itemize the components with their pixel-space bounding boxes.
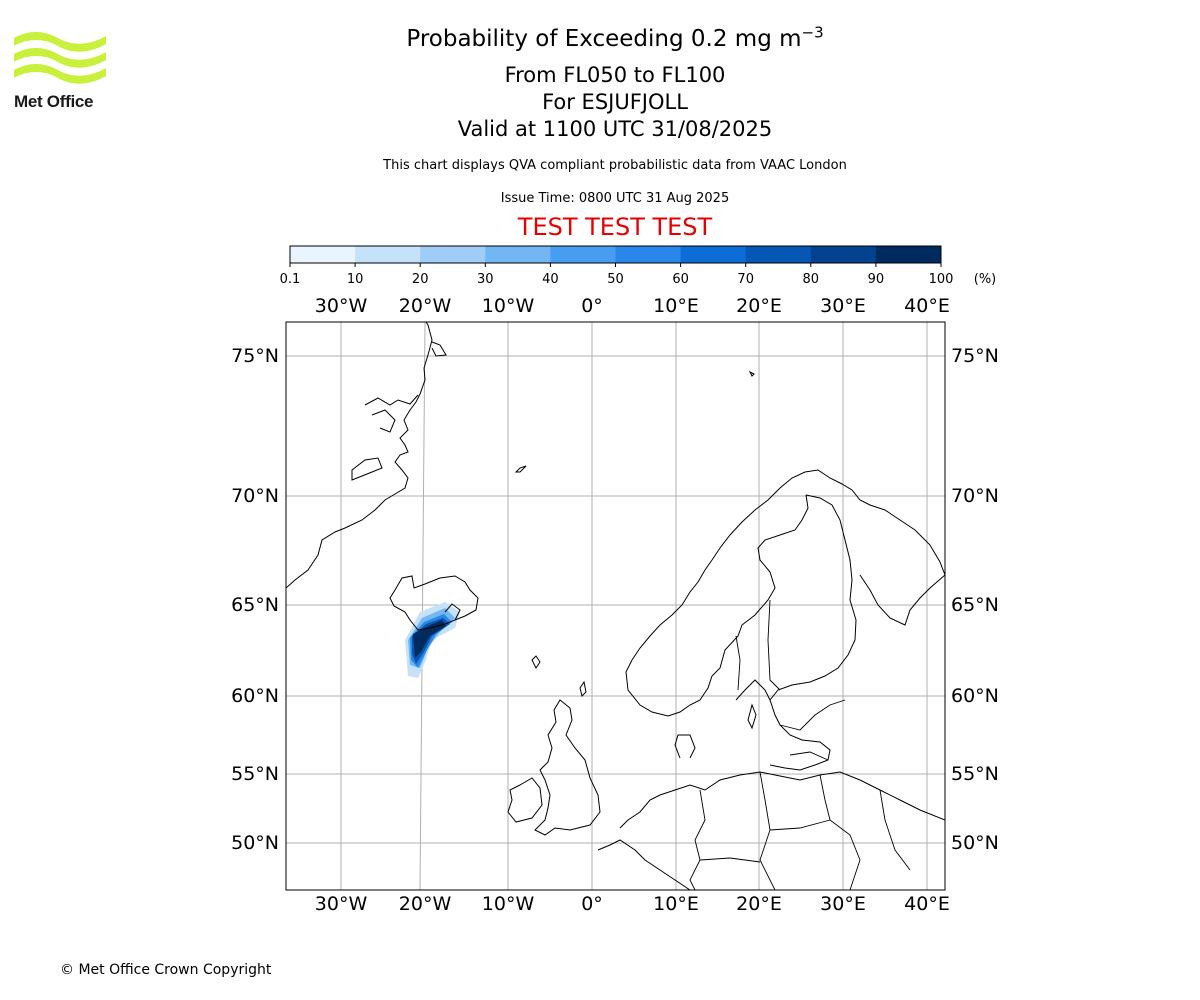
colorbar-tick-label: 50 <box>607 272 624 287</box>
colorbar-tick-label: 0.1 <box>280 272 301 287</box>
flight-levels: From FL050 to FL100 <box>504 63 726 87</box>
colorbar-tick-label: 60 <box>672 272 689 287</box>
lat-label-left: 65°N <box>231 594 279 616</box>
longitude-labels-bottom: 30°W 20°W 10°W 0° 10°E 20°E 30°E 40°E <box>315 893 950 915</box>
met-office-logo-text: Met Office <box>14 92 94 111</box>
lat-label-right: 55°N <box>951 763 999 785</box>
met-office-logo <box>14 32 106 84</box>
chart-title-text: Probability of Exceeding 0.2 mg m <box>406 26 802 52</box>
colorbar-tick-label: 70 <box>737 272 754 287</box>
map-area <box>286 322 945 890</box>
lon-label-bottom: 0° <box>581 893 603 915</box>
lon-label-top: 10°W <box>482 295 535 317</box>
latitude-labels-left: 75°N 70°N 65°N 60°N 55°N 50°N <box>231 345 279 854</box>
lat-label-right: 70°N <box>951 485 999 507</box>
lat-label-right: 75°N <box>951 345 999 367</box>
colorbar: 0.1 10 20 30 40 50 60 70 80 90 100 (%) <box>280 245 997 287</box>
colorbar-unit: (%) <box>974 272 997 287</box>
lat-label-left: 55°N <box>231 763 279 785</box>
lat-label-left: 60°N <box>231 685 279 707</box>
colorbar-tick-label: 90 <box>868 272 885 287</box>
lon-label-bottom: 10°W <box>482 893 535 915</box>
colorbar-swatch <box>680 246 747 263</box>
colorbar-swatch <box>615 246 682 263</box>
map-frame <box>285 321 946 891</box>
colorbar-tick-label: 80 <box>803 272 820 287</box>
lon-label-bottom: 40°E <box>904 893 950 915</box>
colorbar-swatch <box>550 246 616 263</box>
copyright-notice: © Met Office Crown Copyright <box>60 962 272 978</box>
colorbar-swatch <box>420 246 486 263</box>
lon-label-bottom: 30°E <box>820 893 866 915</box>
lat-label-left: 75°N <box>231 345 279 367</box>
map-gridlines <box>286 322 945 890</box>
colorbar-swatch <box>485 246 551 263</box>
data-source-note: This chart displays QVA compliant probab… <box>383 158 847 173</box>
chart-title-exponent: −3 <box>801 23 824 42</box>
colorbar-tick-label: 100 <box>929 272 954 287</box>
lon-label-bottom: 10°E <box>653 893 699 915</box>
lat-label-right: 65°N <box>951 594 999 616</box>
colorbar-swatch <box>810 246 877 263</box>
longitude-labels-top: 30°W 20°W 10°W 0° 10°E 20°E 30°E 40°E <box>315 295 950 317</box>
colorbar-tick-label: 10 <box>347 272 364 287</box>
colorbar-swatch <box>875 246 942 263</box>
colorbar-tick-label: 20 <box>412 272 429 287</box>
colorbar-swatches <box>290 246 942 263</box>
lat-label-right: 50°N <box>951 832 999 854</box>
lon-label-bottom: 20°W <box>399 893 452 915</box>
lon-label-top: 30°E <box>820 295 866 317</box>
lon-label-top: 40°E <box>904 295 950 317</box>
colorbar-ticks: 0.1 10 20 30 40 50 60 70 80 90 100 <box>280 263 954 287</box>
volcano-name: For ESJUFJOLL <box>542 90 688 114</box>
lon-label-top: 0° <box>581 295 603 317</box>
lon-label-bottom: 30°W <box>315 893 368 915</box>
lon-label-top: 30°W <box>315 295 368 317</box>
colorbar-swatch <box>745 246 812 263</box>
colorbar-tick-label: 40 <box>542 272 559 287</box>
lon-label-top: 10°E <box>653 295 699 317</box>
lon-label-top: 20°E <box>736 295 782 317</box>
coastlines <box>286 322 945 890</box>
valid-time: Valid at 1100 UTC 31/08/2025 <box>457 117 773 141</box>
latitude-labels-right: 75°N 70°N 65°N 60°N 55°N 50°N <box>951 345 999 854</box>
test-warning: TEST TEST TEST <box>517 213 713 241</box>
lon-label-top: 20°W <box>399 295 452 317</box>
chart-title: Probability of Exceeding 0.2 mg m−3 <box>0 23 1200 52</box>
lat-label-left: 70°N <box>231 485 279 507</box>
colorbar-swatch <box>290 246 356 263</box>
colorbar-swatch <box>355 246 421 263</box>
lon-label-bottom: 20°E <box>736 893 782 915</box>
issue-time: Issue Time: 0800 UTC 31 Aug 2025 <box>500 191 730 206</box>
lat-label-left: 50°N <box>231 832 279 854</box>
colorbar-tick-label: 30 <box>477 272 494 287</box>
ash-probability-plume <box>405 602 460 678</box>
lat-label-right: 60°N <box>951 685 999 707</box>
